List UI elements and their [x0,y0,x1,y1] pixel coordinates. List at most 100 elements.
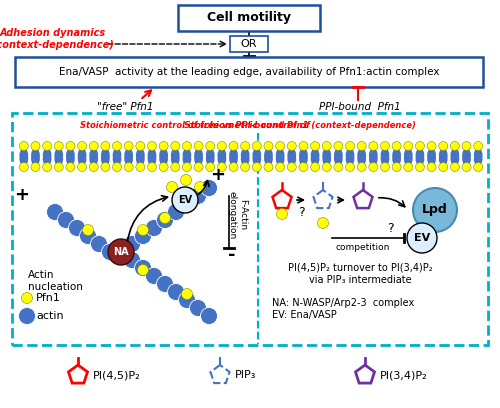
Ellipse shape [322,149,331,162]
Circle shape [252,142,262,151]
Ellipse shape [322,153,331,166]
Ellipse shape [450,149,459,162]
Ellipse shape [380,153,390,166]
Circle shape [194,162,203,171]
Circle shape [172,187,198,213]
Circle shape [206,162,214,171]
Ellipse shape [427,153,436,166]
Circle shape [288,162,296,171]
Ellipse shape [101,153,110,166]
FancyBboxPatch shape [230,36,268,52]
Ellipse shape [276,149,284,162]
Ellipse shape [264,153,273,166]
Circle shape [171,162,180,171]
Ellipse shape [20,149,28,162]
Circle shape [194,182,205,193]
Ellipse shape [416,153,424,166]
Ellipse shape [299,149,308,162]
Circle shape [322,142,331,151]
Circle shape [22,293,32,304]
Ellipse shape [90,149,98,162]
Circle shape [438,142,448,151]
FancyBboxPatch shape [178,5,320,31]
Ellipse shape [462,149,471,162]
Text: Stoichiometric control of: Stoichiometric control of [184,121,312,130]
Circle shape [31,142,40,151]
Ellipse shape [310,149,320,162]
Circle shape [146,220,162,237]
Text: EV: EV [414,233,430,243]
Ellipse shape [218,153,226,166]
Ellipse shape [252,153,261,166]
Circle shape [427,162,436,171]
Ellipse shape [439,153,448,166]
Circle shape [18,308,36,324]
Circle shape [462,162,471,171]
Circle shape [438,162,448,171]
Ellipse shape [474,153,482,166]
Ellipse shape [171,153,179,166]
Ellipse shape [148,149,156,162]
Ellipse shape [310,153,320,166]
Circle shape [194,142,203,151]
Circle shape [136,142,145,151]
Ellipse shape [288,149,296,162]
Circle shape [357,142,366,151]
Circle shape [182,288,192,299]
Circle shape [101,162,110,171]
Circle shape [112,162,122,171]
Circle shape [229,162,238,171]
Circle shape [138,264,148,275]
Text: Cell motility: Cell motility [207,11,291,24]
Ellipse shape [299,153,308,166]
Ellipse shape [124,149,133,162]
Ellipse shape [358,149,366,162]
Ellipse shape [276,153,284,166]
Text: NA: N-WASP/Arp2-3  complex
EV: Ena/VASP: NA: N-WASP/Arp2-3 complex EV: Ena/VASP [272,298,414,319]
Circle shape [190,188,206,204]
Text: EV: EV [178,195,192,205]
Circle shape [46,204,64,220]
Circle shape [322,162,331,171]
Circle shape [82,224,94,235]
Ellipse shape [78,153,86,166]
Circle shape [264,162,273,171]
Ellipse shape [346,153,354,166]
Circle shape [206,142,214,151]
Ellipse shape [404,149,412,162]
Circle shape [124,142,133,151]
Circle shape [318,217,328,228]
Circle shape [252,162,262,171]
Circle shape [80,228,96,244]
Text: competition: competition [336,244,390,253]
Circle shape [90,235,108,253]
Circle shape [78,162,86,171]
Ellipse shape [101,149,110,162]
Circle shape [166,182,177,193]
Ellipse shape [334,149,342,162]
Ellipse shape [66,149,75,162]
Circle shape [310,162,320,171]
Circle shape [134,259,152,277]
Text: "free" Pfn1: "free" Pfn1 [97,102,153,112]
Ellipse shape [264,149,273,162]
Circle shape [101,142,110,151]
Ellipse shape [358,153,366,166]
Circle shape [450,142,460,151]
Ellipse shape [334,153,342,166]
Circle shape [54,142,64,151]
Circle shape [407,223,437,253]
Circle shape [160,213,170,224]
Circle shape [200,308,218,324]
Circle shape [200,180,218,197]
Circle shape [334,162,343,171]
Ellipse shape [404,153,412,166]
Text: +: + [14,186,30,204]
Ellipse shape [90,153,98,166]
Circle shape [148,162,156,171]
Ellipse shape [54,149,63,162]
Circle shape [42,142,51,151]
Ellipse shape [194,149,203,162]
FancyBboxPatch shape [15,57,483,87]
Ellipse shape [392,149,401,162]
